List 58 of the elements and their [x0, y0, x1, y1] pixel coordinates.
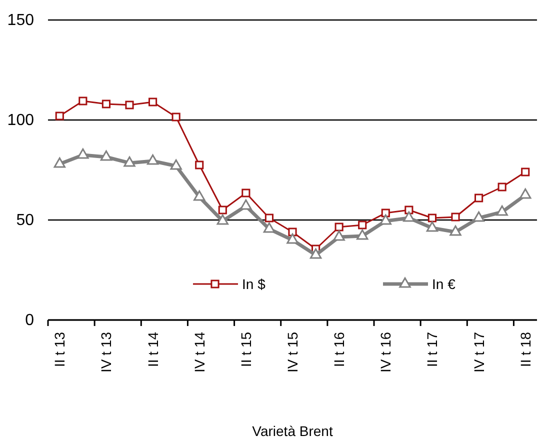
point [333, 230, 345, 241]
point [240, 199, 252, 210]
point [125, 100, 134, 110]
point [264, 214, 274, 222]
point [77, 148, 89, 159]
point [381, 208, 390, 218]
point [195, 160, 204, 170]
point [146, 154, 159, 165]
point [426, 221, 438, 232]
x-tick-label: II t 15 [238, 332, 254, 368]
y-tick-label: 50 [16, 212, 34, 230]
point [474, 194, 484, 202]
x-tick-label: II t 13 [52, 332, 68, 368]
legend-label: In $ [242, 276, 266, 292]
point [356, 229, 368, 240]
point [54, 157, 66, 168]
point [242, 188, 250, 198]
point [404, 206, 414, 214]
point [148, 98, 158, 106]
point [428, 214, 436, 222]
x-axis-title: Varietà Brent [252, 423, 333, 439]
point [472, 211, 485, 222]
point [102, 100, 110, 108]
x-tick-label: II t 14 [144, 332, 161, 368]
x-tick-label: II t 17 [424, 332, 440, 368]
point [520, 188, 532, 199]
point [521, 168, 530, 176]
point [218, 206, 227, 214]
x-tick-label: IV t 14 [191, 332, 208, 372]
legend-label: In € [432, 276, 456, 292]
point [124, 156, 136, 167]
x-tick-label: IV t 16 [378, 332, 394, 372]
point [358, 220, 367, 230]
point [55, 112, 64, 120]
x-tick-label: II t 18 [517, 332, 534, 368]
point [172, 112, 180, 122]
point [451, 212, 460, 222]
point [380, 214, 392, 225]
point [100, 150, 112, 161]
point [498, 182, 506, 192]
point [450, 225, 462, 236]
point [286, 233, 298, 244]
point [170, 159, 182, 170]
point [496, 205, 508, 216]
y-tick-label: 0 [25, 312, 34, 330]
x-tick-label: II t 16 [331, 332, 348, 368]
y-tick-label: 150 [7, 12, 34, 30]
point [78, 96, 88, 106]
x-tick-label: IV t 15 [284, 332, 300, 372]
point [263, 222, 276, 233]
point [310, 248, 322, 259]
point [216, 214, 228, 225]
point [403, 211, 415, 222]
y-tick-label: 100 [7, 112, 34, 130]
point [194, 190, 206, 201]
point [334, 222, 344, 232]
x-tick-label: IV t 13 [98, 332, 114, 372]
x-tick-label: IV t 17 [470, 332, 487, 372]
